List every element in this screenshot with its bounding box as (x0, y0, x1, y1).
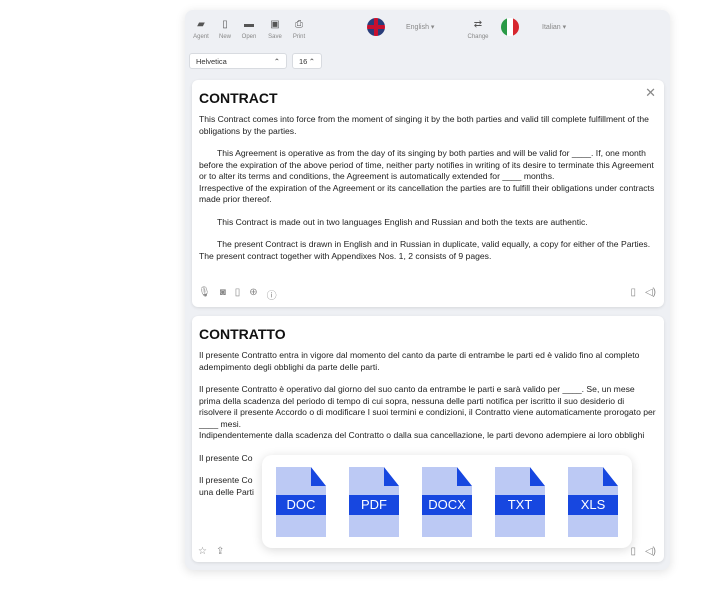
print-button[interactable]: ⎙ Print (287, 18, 311, 40)
font-select[interactable]: Helvetica ⌃ (189, 53, 287, 69)
open-label: Open (241, 34, 257, 40)
export-docx-button[interactable]: DOCX (422, 467, 472, 537)
export-pdf-button[interactable]: PDF (349, 467, 399, 537)
format-label: TXT (495, 495, 545, 515)
agent-label: Agent (193, 34, 209, 40)
size-value: 16 (299, 57, 308, 66)
help-icon[interactable]: ⓘ (266, 291, 277, 302)
format-label: XLS (568, 495, 618, 515)
paragraph: Il presente Co (199, 475, 253, 485)
camera-icon[interactable]: ◙ (219, 287, 226, 298)
export-txt-button[interactable]: TXT (495, 467, 545, 537)
speaker-icon[interactable]: ◁) (644, 546, 656, 557)
format-label: PDF (349, 495, 399, 515)
agent-button[interactable]: ▰ Agent (189, 18, 213, 40)
folder-icon: ▬ (244, 19, 254, 30)
paragraph: una delle Parti (199, 486, 254, 497)
target-title: CONTRATTO (199, 326, 286, 342)
copy-icon[interactable]: ▯ (630, 546, 636, 557)
open-button[interactable]: ▬ Open (237, 18, 261, 40)
agent-icon: ▰ (197, 19, 205, 30)
new-button[interactable]: ▯ New (213, 18, 237, 40)
save-icon: ▣ (270, 19, 280, 30)
speaker-icon[interactable]: ◁) (644, 287, 656, 298)
target-language-select[interactable]: Italian ▾ (542, 24, 567, 31)
export-xls-button[interactable]: XLS (568, 467, 618, 537)
document-icon[interactable]: ▯ (234, 287, 241, 298)
format-label: DOC (276, 495, 326, 515)
paragraph: Indipendentemente dalla scadenza del Con… (199, 430, 645, 440)
app-window: ▰ Agent ▯ New ▬ Open ▣ Save ⎙ Print English ▾… (185, 10, 670, 570)
italy-flag-icon (501, 18, 519, 36)
share-icon[interactable]: ⇪ (215, 546, 225, 557)
paragraph: Il presente Co (199, 452, 253, 463)
size-chevron-icon: ⌃ (308, 57, 315, 66)
paragraph: Il presente Contratto entra in vigore da… (199, 350, 640, 372)
font-chevron-icon: ⌃ (273, 57, 280, 66)
uk-flag-icon (367, 18, 385, 36)
paragraph: Irrespective of the expiration of the Ag… (199, 182, 655, 205)
print-icon: ⎙ (295, 19, 303, 30)
change-button[interactable]: ⇄ Change (463, 18, 493, 40)
paragraph: Il presente Contratto è operativo dal gi… (199, 384, 656, 429)
source-language-select[interactable]: English ▾ (406, 24, 435, 31)
source-title: CONTRACT (199, 90, 278, 106)
star-icon[interactable]: ☆ (198, 546, 207, 557)
export-format-popup: DOC PDF DOCX TXT XLS (262, 455, 632, 548)
font-value: Helvetica (196, 57, 227, 66)
save-label: Save (268, 34, 282, 40)
change-label: Change (467, 34, 489, 40)
export-doc-button[interactable]: DOC (276, 467, 326, 537)
paragraph: This Contract is made out in two languag… (217, 216, 588, 227)
print-label: Print (292, 34, 306, 40)
globe-icon[interactable]: ⊕ (249, 287, 258, 298)
source-panel[interactable]: ✕ CONTRACT This Contract comes into forc… (192, 80, 664, 307)
microphone-icon[interactable]: 🎙 (198, 287, 211, 298)
format-label: DOCX (422, 495, 472, 515)
save-button[interactable]: ▣ Save (263, 18, 287, 40)
new-label: New (218, 34, 231, 40)
copy-icon[interactable]: ▯ (630, 287, 636, 298)
new-file-icon: ▯ (222, 19, 228, 30)
close-icon[interactable]: ✕ (645, 85, 656, 100)
paragraph: This Contract comes into force from the … (199, 114, 649, 136)
swap-icon: ⇄ (473, 19, 483, 30)
paragraph: The present Contract is drawn in English… (199, 239, 651, 261)
size-select[interactable]: 16 ⌃ (292, 53, 322, 69)
paragraph: This Agreement is operative as from the … (199, 148, 654, 181)
